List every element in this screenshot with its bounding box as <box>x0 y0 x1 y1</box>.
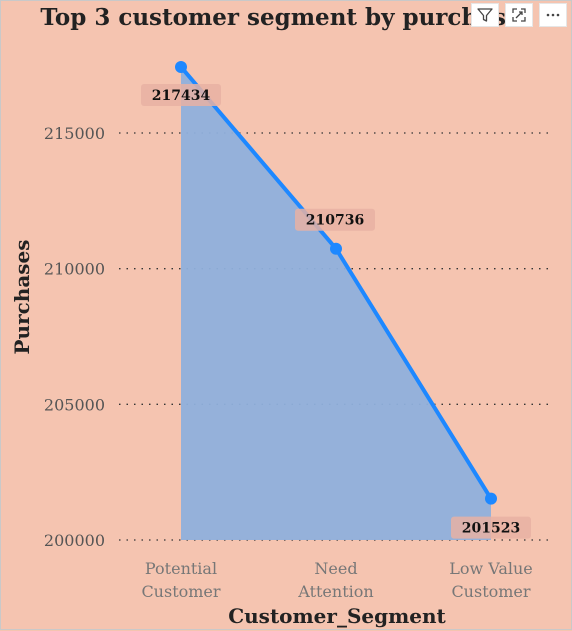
filter-icon <box>477 8 493 22</box>
data-label: 210736 <box>306 213 364 229</box>
area-fill <box>181 66 491 541</box>
x-tick-label: Attention <box>297 582 373 601</box>
more-options-icon <box>546 13 560 17</box>
x-tick-label: Need <box>314 559 357 578</box>
data-label: 217434 <box>152 88 211 104</box>
x-tick-label: Customer <box>451 582 530 601</box>
y-tick-label: 205000 <box>44 395 105 414</box>
data-label-box <box>295 208 375 231</box>
x-tick-label: Potential <box>145 559 217 578</box>
more-options-button[interactable] <box>539 3 567 27</box>
data-label-box <box>141 83 221 106</box>
data-label-box <box>451 516 531 539</box>
x-tick-label: Low Value <box>449 559 533 578</box>
focus-mode-icon <box>512 8 526 22</box>
x-tick-label: Customer <box>141 582 220 601</box>
filter-button[interactable] <box>471 3 499 27</box>
data-point <box>175 60 187 73</box>
y-axis-title: Purchases <box>10 239 34 354</box>
data-point <box>330 242 342 255</box>
data-label: 201523 <box>462 521 520 537</box>
y-tick-label: 200000 <box>44 531 105 550</box>
data-point <box>485 492 497 505</box>
chart-title: Top 3 customer segment by purchases <box>40 4 534 31</box>
x-axis-title: Customer_Segment <box>228 604 446 628</box>
y-tick-label: 215000 <box>44 124 105 143</box>
visual-toolbar <box>471 3 567 27</box>
y-tick-label: 210000 <box>44 260 105 279</box>
focus-mode-button[interactable] <box>505 3 533 27</box>
